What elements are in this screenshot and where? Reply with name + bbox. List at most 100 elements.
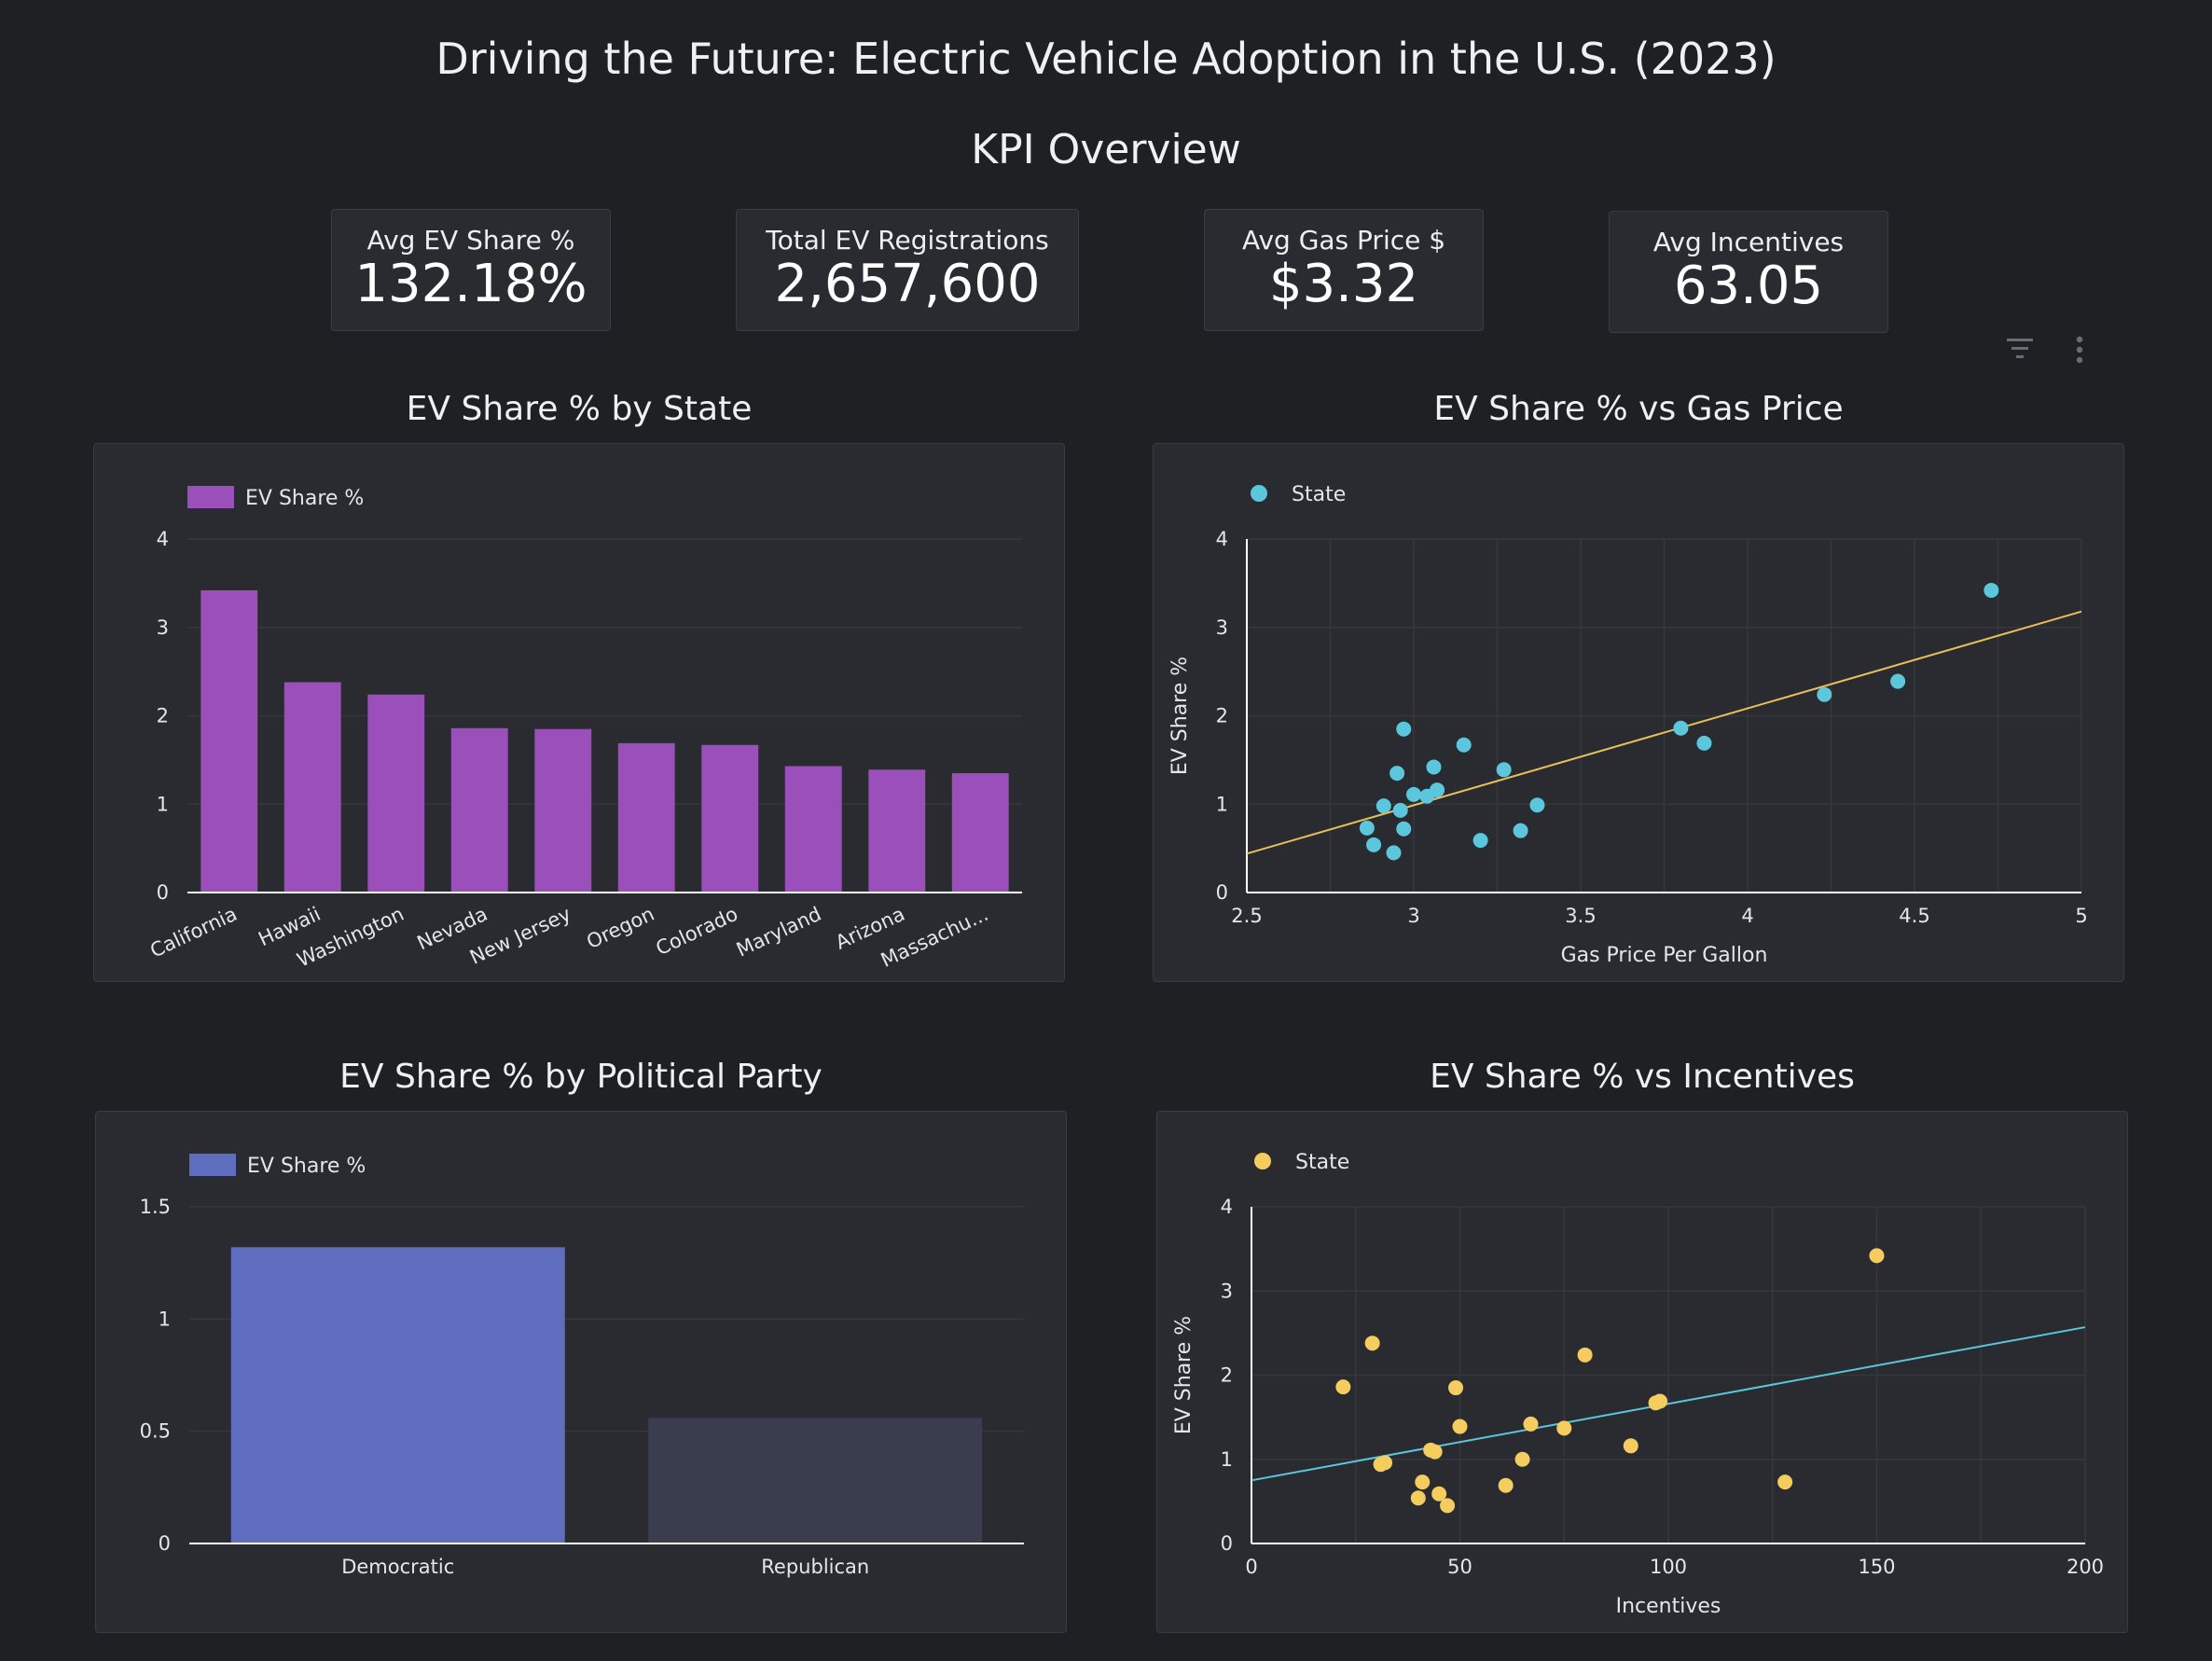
y-tick-label: 0 [1216,881,1228,904]
x-tick-label: 100 [1650,1556,1687,1578]
scatter-point [1648,1395,1664,1411]
x-tick-label: Democratic [341,1556,454,1578]
y-tick-label: 4 [157,528,169,550]
kpi-card-total-ev-registrations: Total EV Registrations 2,657,600 [736,209,1079,331]
chart-panel-ev-share-vs-incentives: State 0 1 2 3 4 0 50 100 150 200 Incentives EV Share… [1156,1111,2128,1633]
chart-panel-ev-share-vs-gas: State 0 1 2 3 4 2.5 3 3.5 4 4.5 5 Gas Price Per Gall… [1153,443,2124,982]
x-tick-label: Republican [761,1556,869,1578]
scatter-chart-ev-share-vs-incentives: State 0 1 2 3 4 0 50 100 150 200 Incentives EV Share… [1172,1151,2104,1618]
kpi-value: 2,657,600 [774,254,1041,314]
bar [868,769,926,893]
scatter-point [1696,735,1712,751]
legend-label: State [1295,1151,1349,1174]
legend-label: EV Share % [245,487,364,510]
y-tick-label: 1 [159,1308,171,1330]
scatter-point [1496,762,1512,778]
scatter-point [1984,582,1999,598]
bar [450,727,508,893]
x-tick-label: 4.5 [1899,905,1929,927]
x-tick-label: 0 [1245,1556,1257,1578]
scatter-point [1386,845,1402,861]
bar [283,682,341,893]
scatter-point [1456,737,1472,753]
kpi-value: 63.05 [1673,256,1824,316]
bar [200,589,258,893]
legend-marker [1251,485,1267,502]
scatter-point [1472,833,1488,849]
x-tick-label: California [146,903,241,962]
x-tick-label: 2.5 [1231,905,1262,927]
scatter-point [1623,1438,1638,1454]
kpi-label: Avg Incentives [1652,227,1845,257]
kpi-value: 132.18% [354,254,588,314]
chart-title-ev-share-by-state: EV Share % by State [406,390,753,428]
scatter-point [1890,673,1906,689]
legend-label: State [1292,483,1346,506]
chart-title-ev-share-vs-gas: EV Share % vs Gas Price [1433,390,1844,428]
chart-title-ev-share-by-party: EV Share % by Political Party [339,1058,823,1096]
scatter-point [1392,802,1408,818]
kpi-section-title: KPI Overview [971,126,1241,173]
trend-line [1251,1326,2086,1482]
y-tick-label: 0.5 [140,1420,171,1443]
scatter-point [1556,1420,1572,1436]
kpi-label: Avg Gas Price $ [1241,225,1446,256]
scatter-point [1406,786,1421,802]
y-tick-label: 1.5 [140,1196,171,1218]
kpi-card-avg-gas-price: Avg Gas Price $ $3.32 [1204,209,1484,331]
scatter-point [1415,1474,1431,1490]
kpi-card-avg-incentives: Avg Incentives 63.05 [1609,211,1888,333]
scatter-chart-ev-share-vs-gas: State 0 1 2 3 4 2.5 3 3.5 4 4.5 5 Gas Price Per Gall… [1168,483,2088,967]
x-axis-label: Incentives [1616,1595,1721,1618]
bar [367,694,425,893]
x-tick-label: 150 [1858,1556,1895,1578]
dashboard-title: Driving the Future: Electric Vehicle Ado… [435,34,1777,84]
scatter-point [1869,1248,1885,1264]
x-tick-label: Colorado [653,903,741,960]
kpi-value: $3.32 [1268,254,1419,314]
y-tick-label: 3 [1221,1280,1233,1302]
bar [617,742,675,893]
kpi-label: Avg EV Share % [366,225,575,256]
scatter-point [1498,1477,1514,1493]
scatter-point [1335,1379,1351,1395]
kpi-card-avg-ev-share: Avg EV Share % 132.18% [331,209,611,331]
scatter-point [1523,1416,1539,1432]
bar [784,766,842,893]
scatter-point [1373,1457,1389,1473]
filter-icon[interactable] [2005,336,2035,362]
legend-marker [1254,1153,1271,1170]
scatter-point [1376,798,1391,814]
scatter-point [1514,1451,1530,1467]
trend-line [1246,610,2082,855]
x-tick-label: 3 [1407,905,1419,927]
chart-panel-ev-share-by-state: EV Share % 0 1 2 3 4 California Hawaii Washingto… [93,443,1065,982]
y-tick-label: 4 [1221,1196,1233,1218]
bar [230,1247,565,1543]
bar [951,773,1009,893]
scatter-point [1419,788,1435,804]
x-tick-label: 4 [1741,905,1753,927]
kpi-label: Total EV Registrations [766,225,1049,256]
scatter-point [1389,766,1405,782]
y-tick-label: 0 [159,1532,171,1555]
scatter-point [1431,1486,1447,1502]
scatter-point [1396,721,1412,737]
scatter-point [1440,1498,1456,1514]
scatter-point [1513,823,1528,838]
y-tick-label: 0 [157,881,169,904]
y-axis-label: EV Share % [1168,657,1192,775]
bar [534,728,592,893]
x-tick-label: Maryland [733,903,824,962]
y-tick-label: 2 [157,705,169,727]
y-tick-label: 3 [157,616,169,639]
more-vert-icon[interactable] [2068,336,2091,366]
legend-swatch [189,1154,236,1176]
scatter-point [1817,686,1832,702]
scatter-point [1777,1474,1793,1490]
y-tick-label: 2 [1221,1364,1233,1387]
scatter-point [1359,820,1375,836]
scatter-point [1529,797,1545,813]
chart-panel-ev-share-by-party: EV Share % 0 0.5 1 1.5 Democratic Republican [95,1111,1067,1633]
